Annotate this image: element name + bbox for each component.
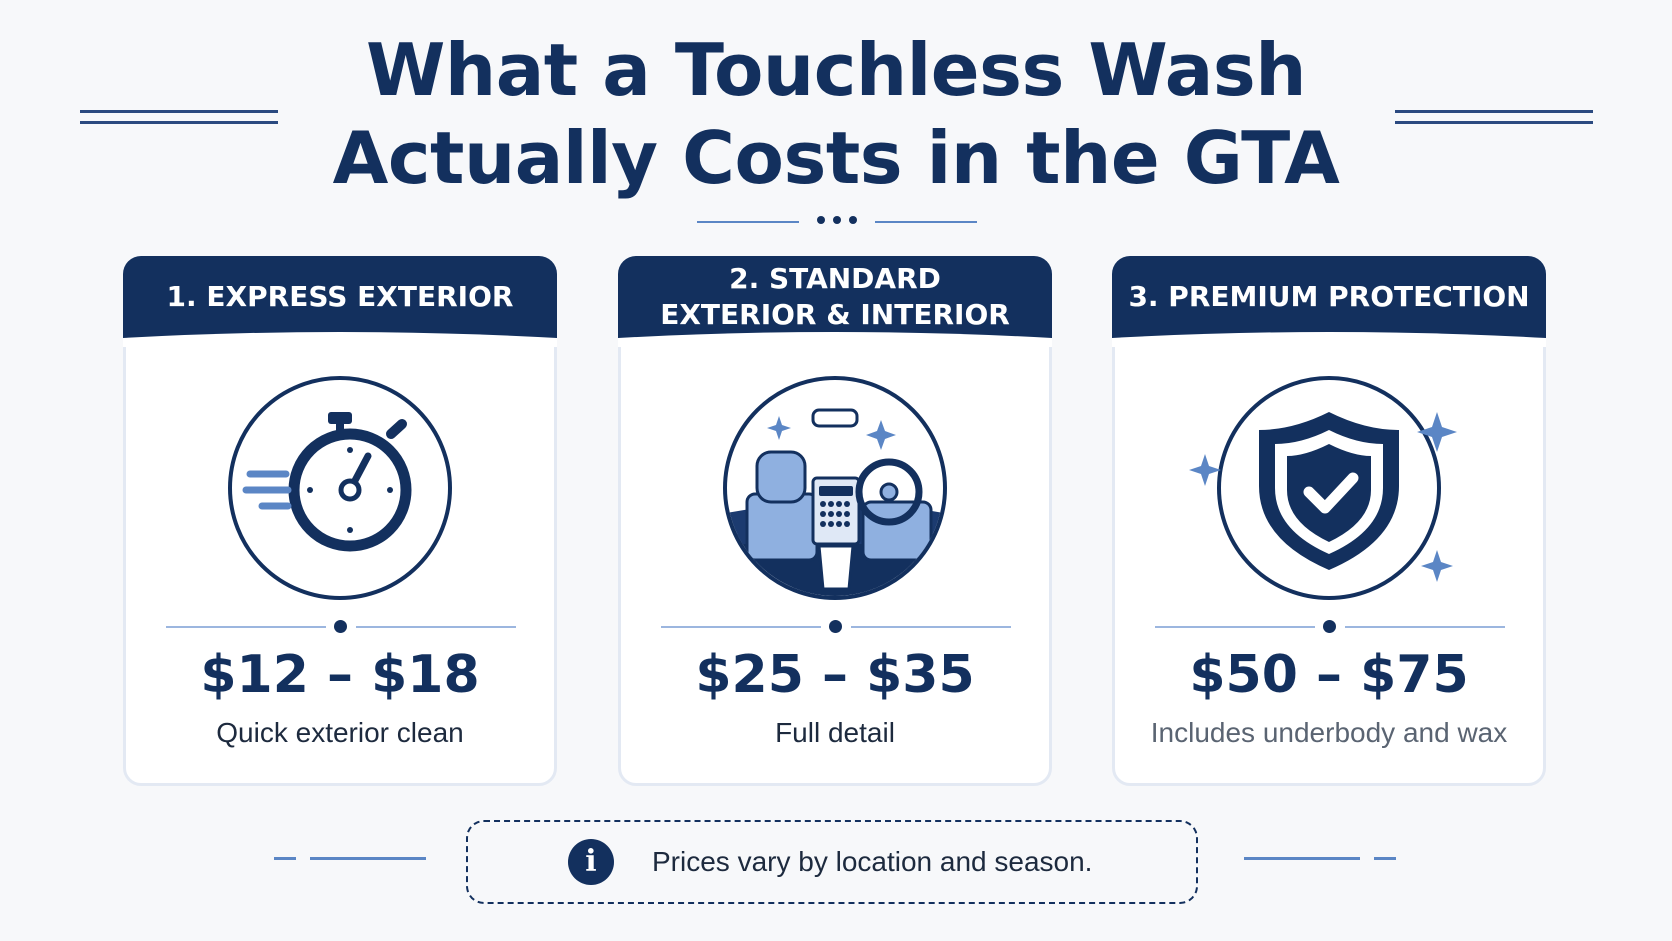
card-price: $25 – $35 <box>695 645 975 705</box>
pricing-card-standard: 2. STANDARD EXTERIOR & INTERIOR <box>618 256 1052 786</box>
info-icon: i <box>568 839 614 885</box>
page-title: What a Touchless Wash Actually Costs in … <box>0 26 1672 202</box>
pricing-note: i Prices vary by location and season. <box>466 820 1198 904</box>
card-description: Quick exterior clean <box>216 717 464 748</box>
title-line-2: Actually Costs in the GTA <box>332 116 1340 200</box>
card-separator <box>1155 620 1505 634</box>
card-header: 2. STANDARD EXTERIOR & INTERIOR <box>618 256 1052 347</box>
note-text: Prices vary by location and season. <box>652 846 1093 877</box>
stopwatch-icon <box>226 374 454 602</box>
pricing-card-express: 1. EXPRESS EXTERIOR $12 – $18 Quick exte… <box>123 256 557 786</box>
title-line-1: What a Touchless Wash <box>366 28 1306 112</box>
card-separator <box>166 620 516 634</box>
title-decoration-right <box>1395 110 1593 126</box>
card-header: 3. PREMIUM PROTECTION <box>1112 256 1546 347</box>
card-title: 2. STANDARD EXTERIOR & INTERIOR <box>660 262 1010 331</box>
card-separator <box>661 620 1011 634</box>
card-title: 3. PREMIUM PROTECTION <box>1128 280 1530 313</box>
card-price: $12 – $18 <box>200 645 480 705</box>
car-interior-icon <box>721 374 949 602</box>
card-description: Includes underbody and wax <box>1150 717 1508 748</box>
title-divider <box>697 214 977 230</box>
note-decoration-right <box>1244 857 1396 861</box>
card-title: 1. EXPRESS EXTERIOR <box>166 280 514 313</box>
pricing-card-premium: 3. PREMIUM PROTECTION $50 – $75 Includes… <box>1112 256 1546 786</box>
title-decoration-left <box>80 110 278 126</box>
card-header: 1. EXPRESS EXTERIOR <box>123 256 557 347</box>
card-price: $50 – $75 <box>1189 645 1469 705</box>
card-description: Full detail <box>775 717 895 748</box>
note-decoration-left <box>274 857 426 861</box>
shield-check-icon <box>1189 374 1457 602</box>
